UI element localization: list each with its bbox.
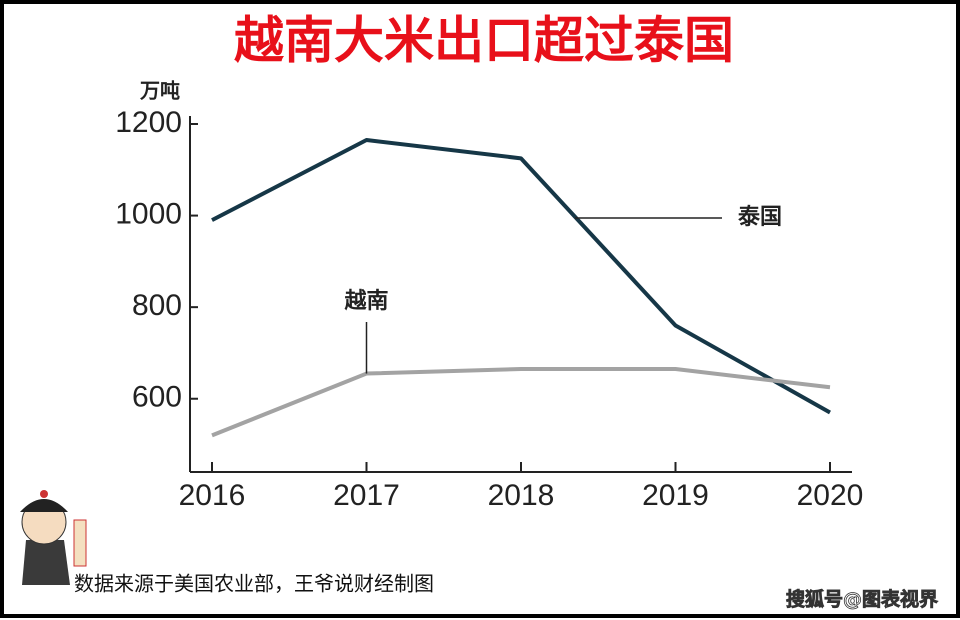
watermark: 搜狐号@图表视界 (786, 588, 938, 611)
x-tick-label: 2019 (642, 479, 709, 512)
series-label: 越南 (343, 289, 388, 314)
y-tick-label: 800 (132, 289, 182, 322)
x-tick-label: 2018 (488, 479, 555, 512)
y-tick-label: 1000 (115, 198, 182, 231)
x-tick-label: 2016 (179, 479, 246, 512)
y-tick-label: 1200 (115, 106, 182, 139)
y-tick-label: 600 (132, 381, 182, 414)
chart-title: 越南大米出口超过泰国 (234, 12, 734, 70)
source-note: 数据来源于美国农业部，王爷说财经制图 (74, 572, 434, 596)
series-line (211, 138, 831, 415)
mascot (20, 490, 87, 585)
x-tick-label: 2020 (797, 479, 864, 512)
mascot-hat-button (40, 490, 48, 498)
mascot-banner (73, 519, 87, 567)
series-line (211, 366, 831, 438)
y-unit: 万吨 (139, 79, 180, 103)
mascot-hat (20, 499, 68, 512)
series-label: 泰国 (737, 205, 782, 230)
mascot-body (22, 540, 70, 585)
x-tick-label: 2017 (333, 479, 400, 512)
